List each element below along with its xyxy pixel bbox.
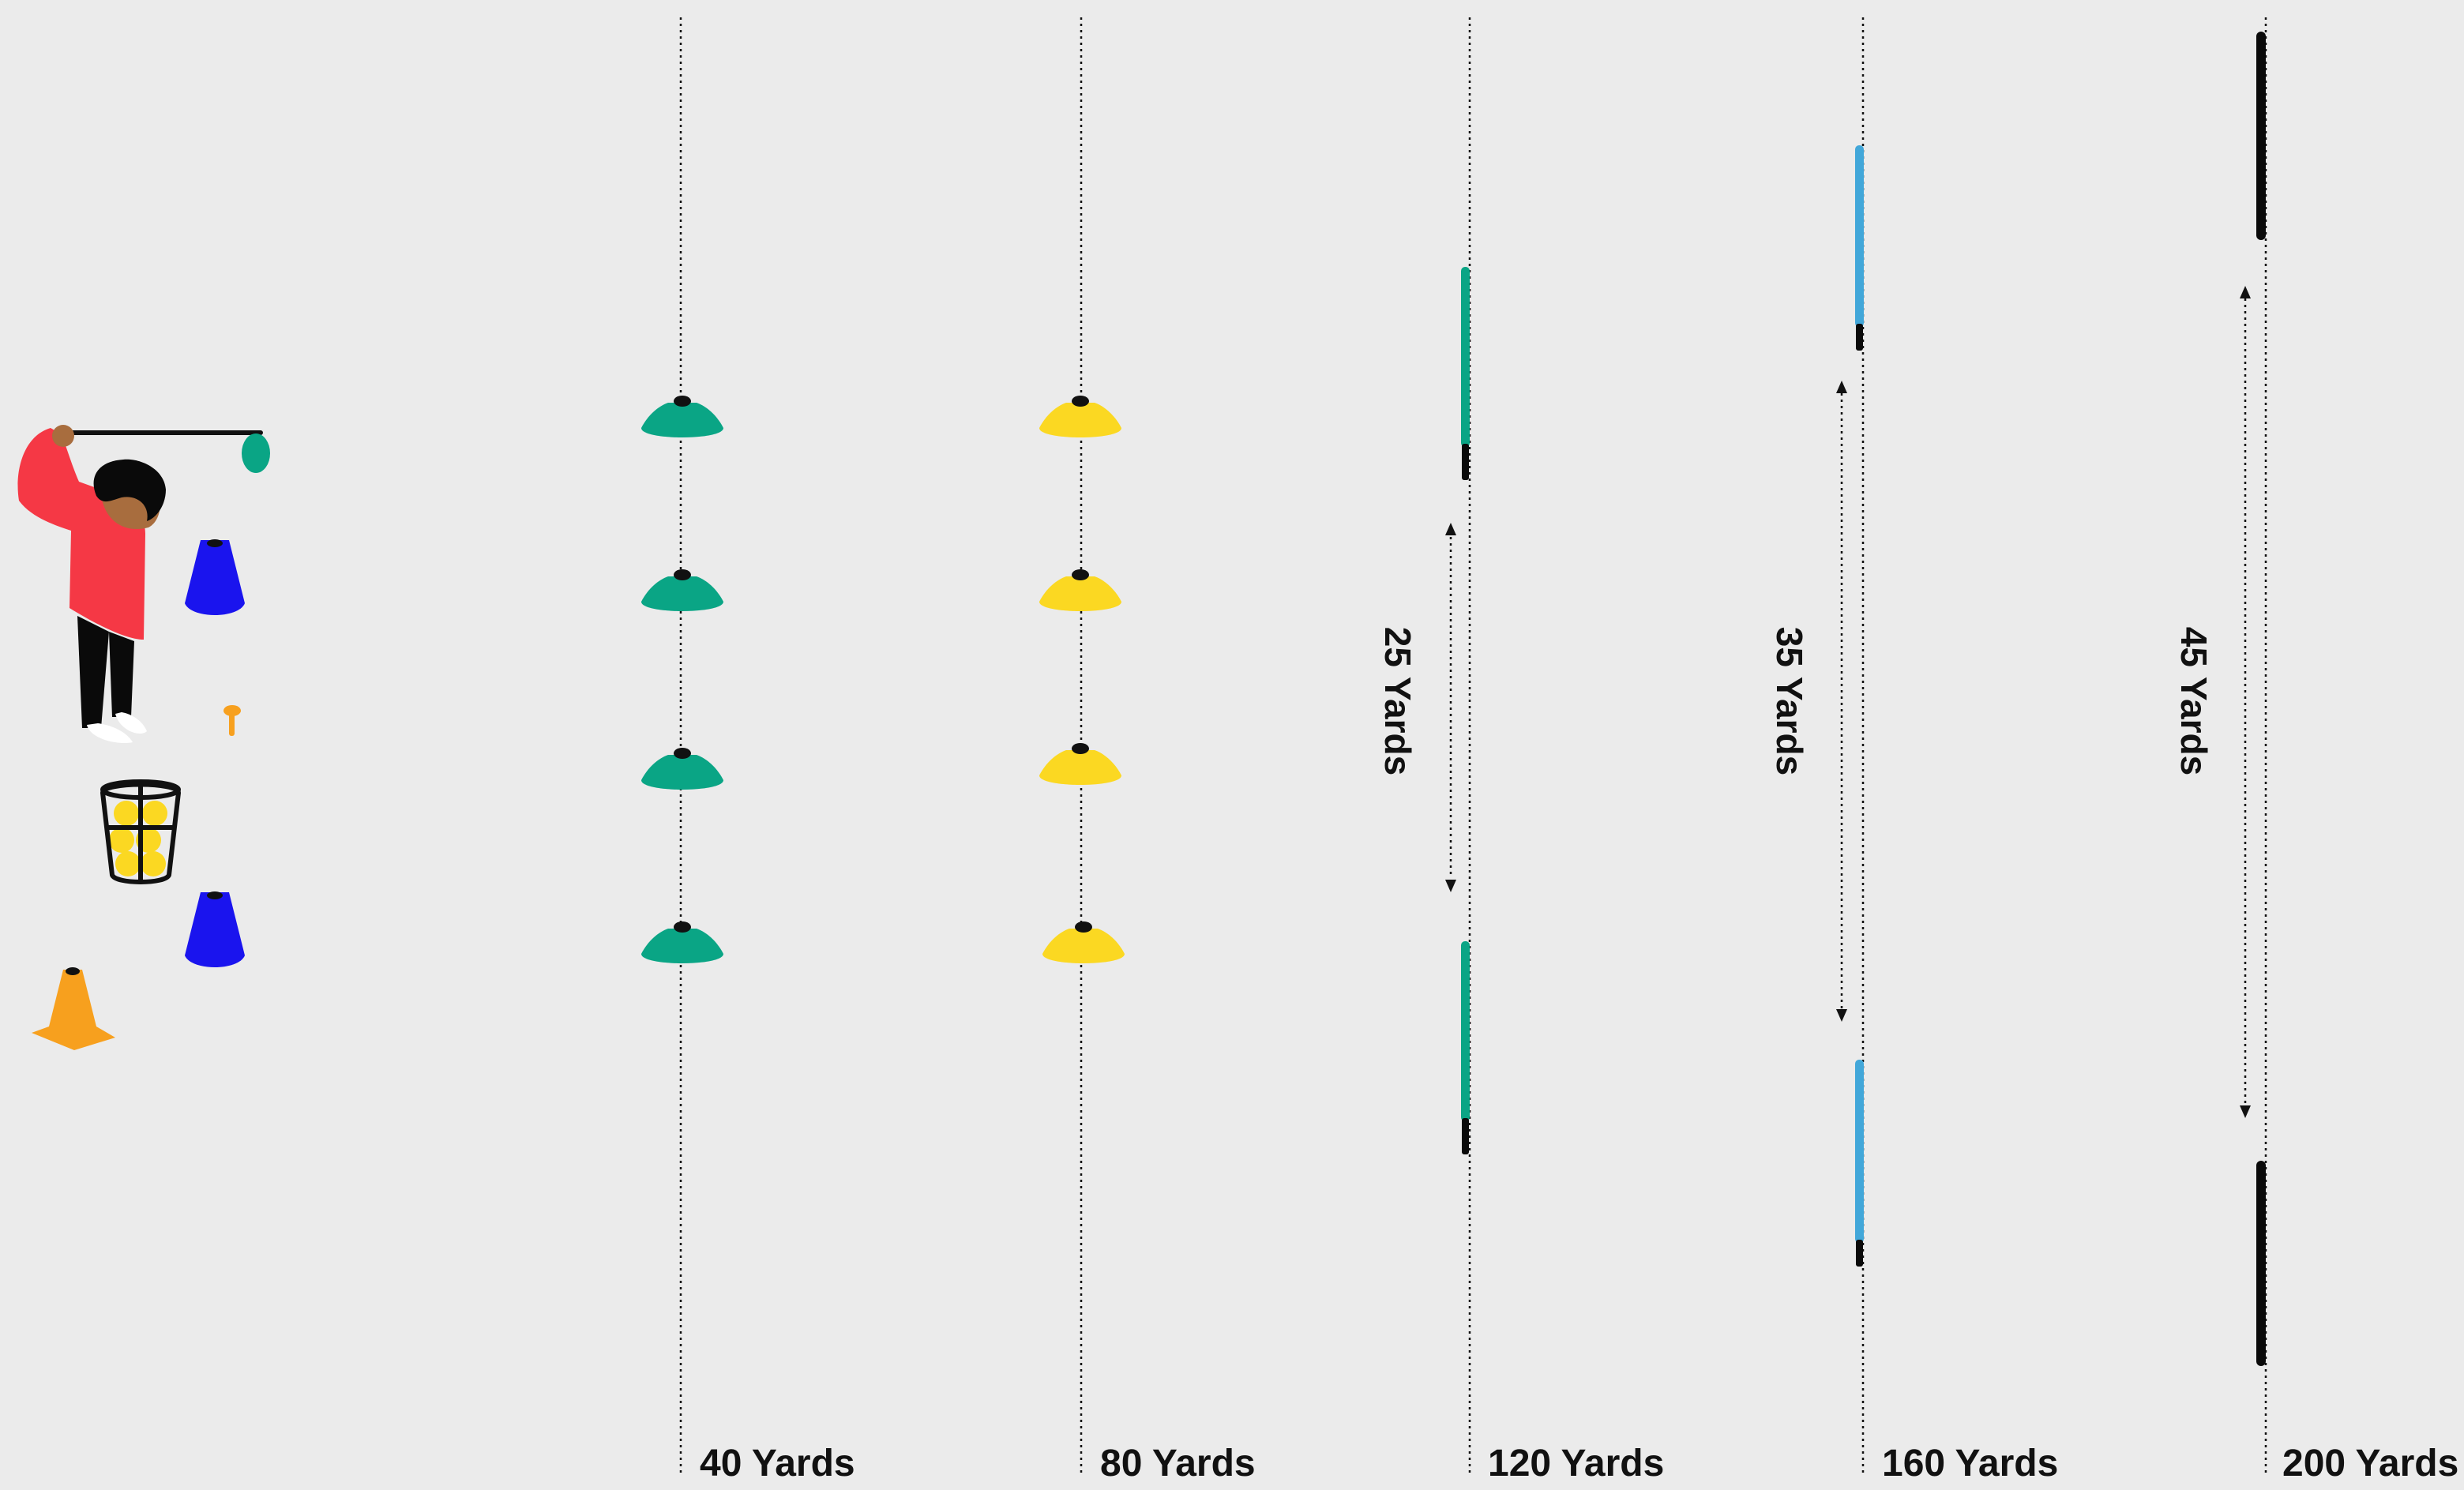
distance-label-120: 120 Yards (1488, 1443, 1665, 1484)
pole-160-bottom (1855, 1060, 1864, 1243)
basket-ball (142, 801, 167, 826)
golfer-left-shoe (87, 723, 133, 744)
arrowhead-down-icon (2240, 1105, 2251, 1118)
disc-cone-40-2 (641, 569, 723, 611)
pole-160-top-base (1856, 324, 1863, 351)
disc-cone-80-3 (1039, 743, 1121, 785)
golfer-shirt (17, 428, 146, 640)
disc-cone-80-2 (1039, 569, 1121, 611)
basket-ball (141, 851, 166, 876)
orange-traffic-cone-icon (32, 967, 115, 1050)
golfer-hair (93, 459, 166, 521)
pole-160-bottom-base (1856, 1240, 1863, 1267)
pole-200-bottom (2256, 1161, 2266, 1366)
disc-cones (641, 396, 1125, 963)
gap-arrows (1449, 298, 2247, 1105)
disc-cone-80-1 (1039, 396, 1121, 437)
gap-label-45: 45 Yards (2173, 626, 2214, 776)
distance-label-160: 160 Yards (1882, 1443, 2059, 1484)
pole-120-bottom (1461, 941, 1470, 1121)
golf-club-head (242, 433, 270, 473)
disc-cone-40-4 (641, 921, 723, 963)
arrowhead-up-icon (1836, 381, 1847, 393)
pole-120-top-base (1462, 444, 1469, 480)
pole-120-top (1461, 267, 1470, 447)
pole-120-bottom-base (1462, 1118, 1469, 1154)
blue-cone-icon (185, 891, 245, 967)
pole-160-top (1855, 145, 1864, 327)
gap-arrowheads (1445, 286, 2251, 1118)
blue-cone-icon (185, 539, 245, 615)
golfer-left-leg (77, 616, 109, 728)
ball-basket-icon (100, 779, 182, 884)
arrowhead-down-icon (1836, 1009, 1847, 1022)
golfer-right-leg (109, 632, 134, 717)
gap-label-35: 35 Yards (1769, 626, 1810, 776)
basket-ball (109, 828, 134, 853)
pole-200-top (2256, 32, 2266, 240)
disc-cone-40-1 (641, 396, 723, 437)
distance-label-40: 40 Yards (700, 1443, 855, 1484)
gap-label-25: 25 Yards (1377, 626, 1418, 776)
distance-label-200: 200 Yards (2282, 1443, 2459, 1484)
arrowhead-up-icon (1445, 523, 1456, 535)
arrowhead-down-icon (1445, 880, 1456, 892)
basket-ball (114, 801, 139, 826)
disc-cone-80-4 (1042, 921, 1125, 963)
distance-lines (679, 17, 2267, 1477)
golfer-right-shoe (115, 712, 147, 734)
basket-ball (115, 851, 141, 876)
arrowhead-up-icon (2240, 286, 2251, 298)
golf-tee-stem (229, 711, 235, 736)
golfer-hand (52, 425, 74, 447)
disc-cone-40-3 (641, 748, 723, 790)
target-poles (1461, 32, 2266, 1366)
golf-tee-icon (223, 705, 241, 736)
distance-label-80: 80 Yards (1100, 1443, 1256, 1484)
golfer-icon (17, 425, 270, 744)
